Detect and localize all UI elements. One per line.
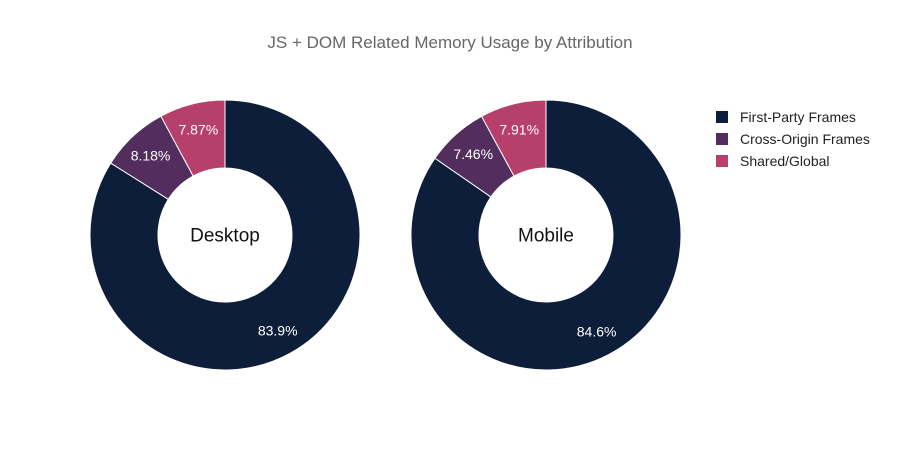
slice-mobile-first-party-frames[interactable] xyxy=(410,99,682,371)
slice-desktop-shared-global[interactable] xyxy=(160,99,226,177)
slice-label-desktop-cross-origin-frames: 8.18% xyxy=(131,147,171,163)
legend-item-cross-origin-frames[interactable]: Cross-Origin Frames xyxy=(716,128,870,150)
donut-mobile: 84.6% 7.46% 7.91% Mobile xyxy=(410,99,682,371)
legend-swatch-first-party-frames xyxy=(716,111,728,123)
slice-label-mobile-cross-origin-frames: 7.46% xyxy=(453,146,493,162)
legend-swatch-shared-global xyxy=(716,155,728,167)
legend-item-first-party-frames[interactable]: First-Party Frames xyxy=(716,106,870,128)
slice-mobile-shared-global[interactable] xyxy=(480,99,547,177)
slice-label-desktop-shared-global: 7.87% xyxy=(178,121,218,137)
slice-desktop-first-party-frames[interactable] xyxy=(89,99,361,371)
center-label-mobile: Mobile xyxy=(518,226,574,247)
slice-label-mobile-shared-global: 7.91% xyxy=(499,121,539,137)
legend-label-first-party-frames: First-Party Frames xyxy=(740,109,856,125)
legend-label-shared-global: Shared/Global xyxy=(740,153,830,169)
donut-desktop: 83.9% 8.18% 7.87% Desktop xyxy=(89,99,361,371)
legend-label-cross-origin-frames: Cross-Origin Frames xyxy=(740,131,870,147)
center-label-desktop: Desktop xyxy=(190,226,260,247)
slice-label-desktop-first-party-frames: 83.9% xyxy=(258,322,298,338)
slice-label-mobile-first-party-frames: 84.6% xyxy=(577,324,617,340)
legend-swatch-cross-origin-frames xyxy=(716,133,728,145)
legend: First-Party Frames Cross-Origin Frames S… xyxy=(716,106,870,172)
chart-title: JS + DOM Related Memory Usage by Attribu… xyxy=(267,33,633,52)
legend-item-shared-global[interactable]: Shared/Global xyxy=(716,150,870,172)
